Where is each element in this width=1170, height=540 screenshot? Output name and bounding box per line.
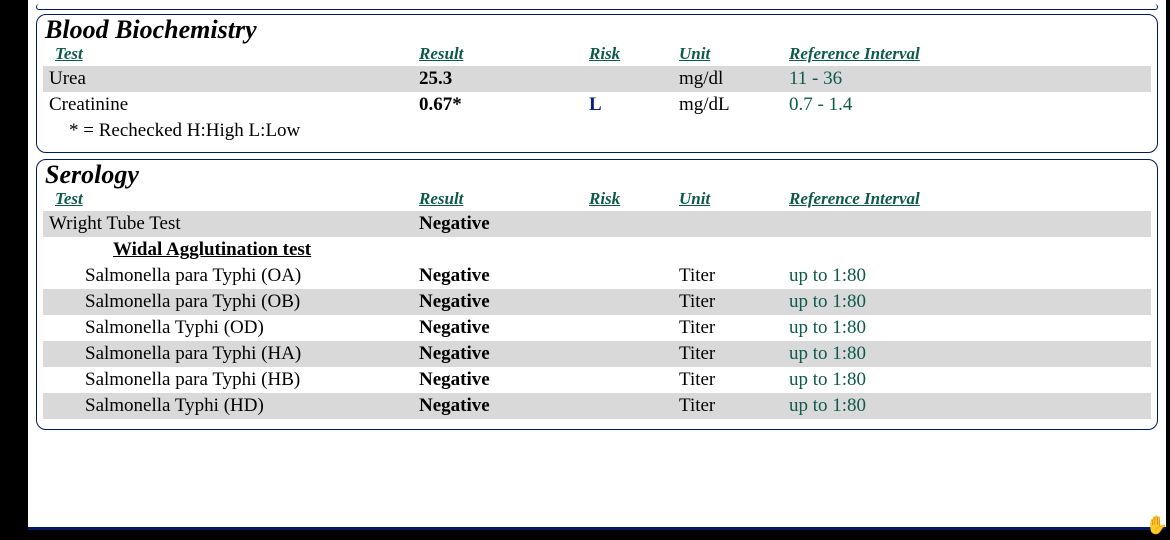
cell-ref: 0.7 - 1.4 xyxy=(783,92,1151,118)
col-unit: Unit xyxy=(673,188,783,211)
serology-header-row: Test Result Risk Unit Reference Interval xyxy=(43,188,1151,211)
cell-ref: up to 1:80 xyxy=(783,289,1151,315)
cell-test: Urea xyxy=(43,66,413,92)
cell-test: Creatinine xyxy=(43,92,413,118)
cell-result: Negative xyxy=(413,315,583,341)
col-ref: Reference Interval xyxy=(783,188,1151,211)
cell-risk: L xyxy=(583,92,673,118)
col-test: Test xyxy=(43,43,413,66)
cell-test: Salmonella para Typhi (OB) xyxy=(43,289,413,315)
cell-unit: Titer xyxy=(673,367,783,393)
table-row: Salmonella Typhi (HD)Negative Titerup to … xyxy=(43,393,1151,419)
cell-result: 25.3 xyxy=(413,66,583,92)
biochem-footnote: * = Rechecked H:High L:Low xyxy=(43,118,1151,142)
cell-unit: Titer xyxy=(673,315,783,341)
serology-subhead: Widal Agglutination test xyxy=(43,237,1151,263)
serology-subhead-row: Widal Agglutination test xyxy=(43,237,1151,263)
cell-result: Negative xyxy=(413,263,583,289)
biochem-table: Test Result Risk Unit Reference Interval… xyxy=(43,43,1151,118)
cell-result: Negative xyxy=(413,289,583,315)
col-risk: Risk xyxy=(583,188,673,211)
cell-risk xyxy=(583,211,673,237)
table-row: Salmonella para Typhi (HB)Negative Titeru… xyxy=(43,367,1151,393)
col-risk: Risk xyxy=(583,43,673,66)
hand-cursor-icon: ✋ xyxy=(1146,515,1168,536)
serology-body: Salmonella para Typhi (OA)NegativeTiteru… xyxy=(43,263,1151,419)
cell-risk xyxy=(583,66,673,92)
cell-risk xyxy=(583,393,673,419)
biochem-title: Blood Biochemistry xyxy=(45,17,1151,43)
cell-result: Negative xyxy=(413,211,583,237)
col-test: Test xyxy=(43,188,413,211)
serology-table: Test Result Risk Unit Reference Interval… xyxy=(43,188,1151,419)
cell-ref: up to 1:80 xyxy=(783,341,1151,367)
cell-ref: up to 1:80 xyxy=(783,263,1151,289)
table-row: Creatinine0.67*Lmg/dL0.7 - 1.4 xyxy=(43,92,1151,118)
cell-result: Negative xyxy=(413,341,583,367)
serology-body-top: Wright Tube TestNegative xyxy=(43,211,1151,237)
cell-ref: up to 1:80 xyxy=(783,393,1151,419)
cell-unit: mg/dL xyxy=(673,92,783,118)
cell-test: Salmonella para Typhi (OA) xyxy=(43,263,413,289)
cell-result: Negative xyxy=(413,393,583,419)
cell-risk xyxy=(583,341,673,367)
cell-unit xyxy=(673,211,783,237)
col-ref: Reference Interval xyxy=(783,43,1151,66)
cell-unit: Titer xyxy=(673,341,783,367)
serology-panel: Serology Test Result Risk Unit Reference… xyxy=(36,159,1158,430)
cell-risk xyxy=(583,263,673,289)
cell-ref: up to 1:80 xyxy=(783,367,1151,393)
cell-ref: 11 - 36 xyxy=(783,66,1151,92)
col-result: Result xyxy=(413,188,583,211)
table-row: Salmonella para Typhi (OA)Negative Titeru… xyxy=(43,263,1151,289)
cell-unit: Titer xyxy=(673,289,783,315)
cell-test: Wright Tube Test xyxy=(43,211,413,237)
biochem-panel: Blood Biochemistry Test Result Risk Unit… xyxy=(36,14,1158,153)
cell-result: 0.67* xyxy=(413,92,583,118)
col-unit: Unit xyxy=(673,43,783,66)
cell-ref xyxy=(783,211,1151,237)
prev-panel-bottom xyxy=(36,4,1158,10)
col-result: Result xyxy=(413,43,583,66)
cell-ref: up to 1:80 xyxy=(783,315,1151,341)
cell-risk xyxy=(583,315,673,341)
cell-result: Negative xyxy=(413,367,583,393)
cell-test: Salmonella para Typhi (HA) xyxy=(43,341,413,367)
cell-unit: mg/dl xyxy=(673,66,783,92)
cell-risk xyxy=(583,367,673,393)
cell-test: Salmonella Typhi (HD) xyxy=(43,393,413,419)
table-row: Salmonella para Typhi (OB)Negative Titeru… xyxy=(43,289,1151,315)
biochem-body: Urea25.3mg/dl11 - 36Creatinine0.67*Lmg/d… xyxy=(43,66,1151,118)
table-row: Salmonella para Typhi (HA)Negative Titeru… xyxy=(43,341,1151,367)
cell-risk xyxy=(583,289,673,315)
cell-unit: Titer xyxy=(673,393,783,419)
cell-test: Salmonella Typhi (OD) xyxy=(43,315,413,341)
table-row: Urea25.3 mg/dl11 - 36 xyxy=(43,66,1151,92)
table-row: Salmonella Typhi (OD)Negative Titerup to … xyxy=(43,315,1151,341)
cell-unit: Titer xyxy=(673,263,783,289)
serology-title: Serology xyxy=(45,162,1151,188)
cell-test: Salmonella para Typhi (HB) xyxy=(43,367,413,393)
table-row: Wright Tube TestNegative xyxy=(43,211,1151,237)
report-page: Blood Biochemistry Test Result Risk Unit… xyxy=(28,0,1166,530)
biochem-header-row: Test Result Risk Unit Reference Interval xyxy=(43,43,1151,66)
